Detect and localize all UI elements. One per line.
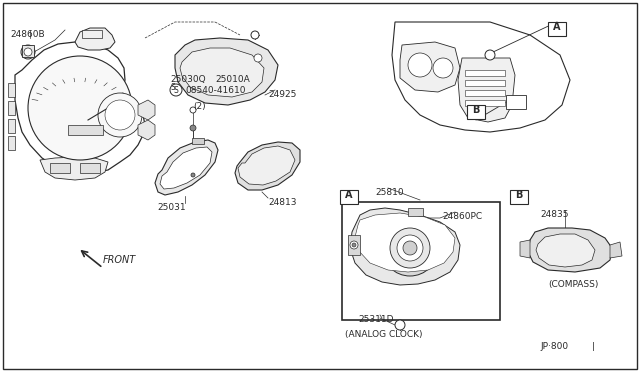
Bar [548, 22, 566, 36]
Circle shape [390, 228, 430, 268]
Circle shape [395, 320, 405, 330]
Polygon shape [155, 140, 218, 195]
Bar [510, 190, 528, 204]
Bar [68, 125, 103, 135]
Text: 24860B: 24860B [10, 30, 45, 39]
Polygon shape [138, 100, 155, 120]
Text: (ANALOG CLOCK): (ANALOG CLOCK) [345, 330, 422, 339]
Text: A: A [345, 190, 353, 200]
Circle shape [352, 243, 356, 247]
Circle shape [21, 45, 35, 59]
Polygon shape [15, 42, 145, 173]
Polygon shape [8, 101, 15, 115]
Bar [340, 190, 358, 204]
Text: 24925: 24925 [268, 90, 296, 99]
Text: FRONT: FRONT [103, 255, 136, 265]
Text: 24835: 24835 [540, 210, 568, 219]
Circle shape [28, 56, 132, 160]
Polygon shape [40, 157, 108, 180]
Text: JP·800: JP·800 [540, 342, 568, 351]
Text: |: | [592, 342, 595, 351]
Text: 25030Q: 25030Q [170, 75, 205, 84]
Polygon shape [180, 48, 264, 97]
Polygon shape [138, 120, 155, 140]
Bar [465, 100, 505, 106]
Bar [465, 70, 505, 76]
Bar [22, 45, 34, 57]
Polygon shape [160, 147, 212, 189]
Circle shape [105, 100, 135, 130]
Text: 25010A: 25010A [215, 75, 250, 84]
Bar [465, 80, 505, 86]
Text: 24860PC: 24860PC [442, 212, 482, 221]
Circle shape [251, 31, 259, 39]
Circle shape [170, 84, 182, 96]
Polygon shape [235, 142, 300, 190]
Circle shape [485, 50, 495, 60]
Bar [467, 105, 485, 119]
Bar [506, 95, 526, 109]
Polygon shape [520, 240, 530, 258]
Polygon shape [350, 208, 460, 285]
Polygon shape [8, 136, 15, 150]
Polygon shape [528, 228, 612, 272]
Polygon shape [458, 58, 515, 122]
Polygon shape [75, 28, 115, 50]
Text: B: B [472, 105, 480, 115]
Circle shape [408, 53, 432, 77]
Text: A: A [553, 22, 561, 32]
Text: (COMPASS): (COMPASS) [548, 280, 598, 289]
Bar [82, 30, 102, 38]
Polygon shape [8, 119, 15, 133]
Bar [348, 235, 360, 255]
Text: 25810: 25810 [375, 188, 404, 197]
Polygon shape [610, 242, 622, 258]
Circle shape [190, 107, 196, 113]
Bar [465, 90, 505, 96]
Polygon shape [238, 146, 295, 185]
Circle shape [397, 235, 423, 261]
Bar [408, 208, 423, 216]
Circle shape [433, 58, 453, 78]
Circle shape [403, 241, 417, 255]
Bar [50, 163, 70, 173]
Text: 25031: 25031 [157, 203, 186, 212]
Bar [80, 163, 100, 173]
Text: 08540-41610: 08540-41610 [185, 86, 246, 94]
Bar [342, 202, 500, 320]
Polygon shape [536, 234, 595, 267]
Circle shape [254, 54, 262, 62]
Polygon shape [175, 38, 278, 105]
Circle shape [382, 220, 438, 276]
Text: B: B [515, 190, 523, 200]
Polygon shape [8, 83, 15, 97]
Bar [192, 138, 204, 144]
Circle shape [24, 48, 32, 56]
Circle shape [190, 125, 196, 131]
Polygon shape [355, 213, 455, 272]
Polygon shape [392, 22, 570, 132]
Polygon shape [400, 42, 460, 92]
Circle shape [191, 173, 195, 177]
Text: S: S [173, 86, 179, 94]
Circle shape [350, 241, 358, 249]
Text: S: S [171, 83, 175, 92]
Text: 24813: 24813 [268, 198, 296, 207]
Text: (2): (2) [193, 102, 205, 111]
Circle shape [98, 93, 142, 137]
Text: 25311D: 25311D [358, 315, 394, 324]
